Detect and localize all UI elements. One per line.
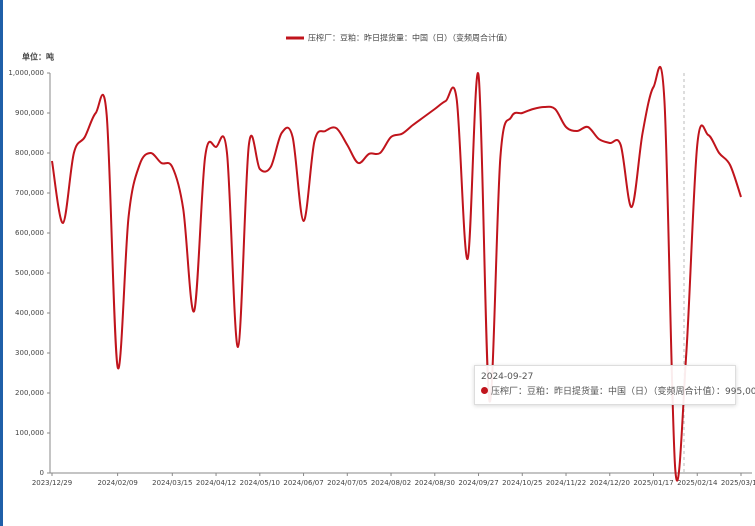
x-tick-label: 2025/01/17 [633,479,673,487]
y-tick-label: 400,000 [15,309,44,317]
x-tick-label: 2024/08/02 [371,479,411,487]
y-tick-label: 100,000 [15,429,44,437]
x-tick-label: 2024/08/30 [415,479,455,487]
y-tick-label: 500,000 [15,269,44,277]
x-tick-label: 2024/02/09 [97,479,137,487]
x-tick-label: 2025/02/14 [677,479,718,487]
y-tick-label: 900,000 [15,109,44,117]
tooltip-value: 995,000 [725,387,755,397]
y-tick-label: 0 [40,469,44,477]
left-border [0,0,3,526]
tooltip-row: 压榨厂：豆粕：昨日提货量：中国（日）（变频周合计值）：995,000 [481,385,755,400]
x-tick-label: 2024/03/15 [152,479,192,487]
y-tick-label: 200,000 [15,389,44,397]
x-tick-label: 2024/06/07 [283,479,323,487]
y-tick-label: 1,000,000 [8,69,44,77]
x-tick-label: 2024/07/05 [327,479,367,487]
tooltip-sep: ： [716,387,726,397]
x-tick-label: 2024/05/10 [240,479,280,487]
y-tick-label: 600,000 [15,229,44,237]
series-line [51,66,742,482]
tooltip-series: 压榨厂：豆粕：昨日提货量：中国（日）（变频周合计值） [491,387,717,397]
x-tick-label: 2023/12/29 [32,479,72,487]
x-tick-label: 2025/03/14 [721,479,755,487]
x-tick-label: 2024/11/22 [546,479,586,487]
legend-label: 压榨厂：豆粕：昨日提货量：中国（日）（变频周合计值） [308,33,512,43]
y-tick-label: 800,000 [15,149,44,157]
unit-label: 单位：吨 [22,52,54,62]
x-tick-label: 2024/04/12 [196,479,236,487]
x-tick-label: 2024/12/20 [590,479,630,487]
tooltip-dot [481,387,488,394]
y-tick-label: 300,000 [15,349,44,357]
x-tick-label: 2024/09/27 [458,479,498,487]
x-tick-label: 2024/10/25 [502,479,542,487]
y-tick-label: 700,000 [15,189,44,197]
tooltip: 2024-09-27 压榨厂：豆粕：昨日提货量：中国（日）（变频周合计值）：99… [474,365,755,405]
tooltip-date: 2024-09-27 [481,372,534,382]
